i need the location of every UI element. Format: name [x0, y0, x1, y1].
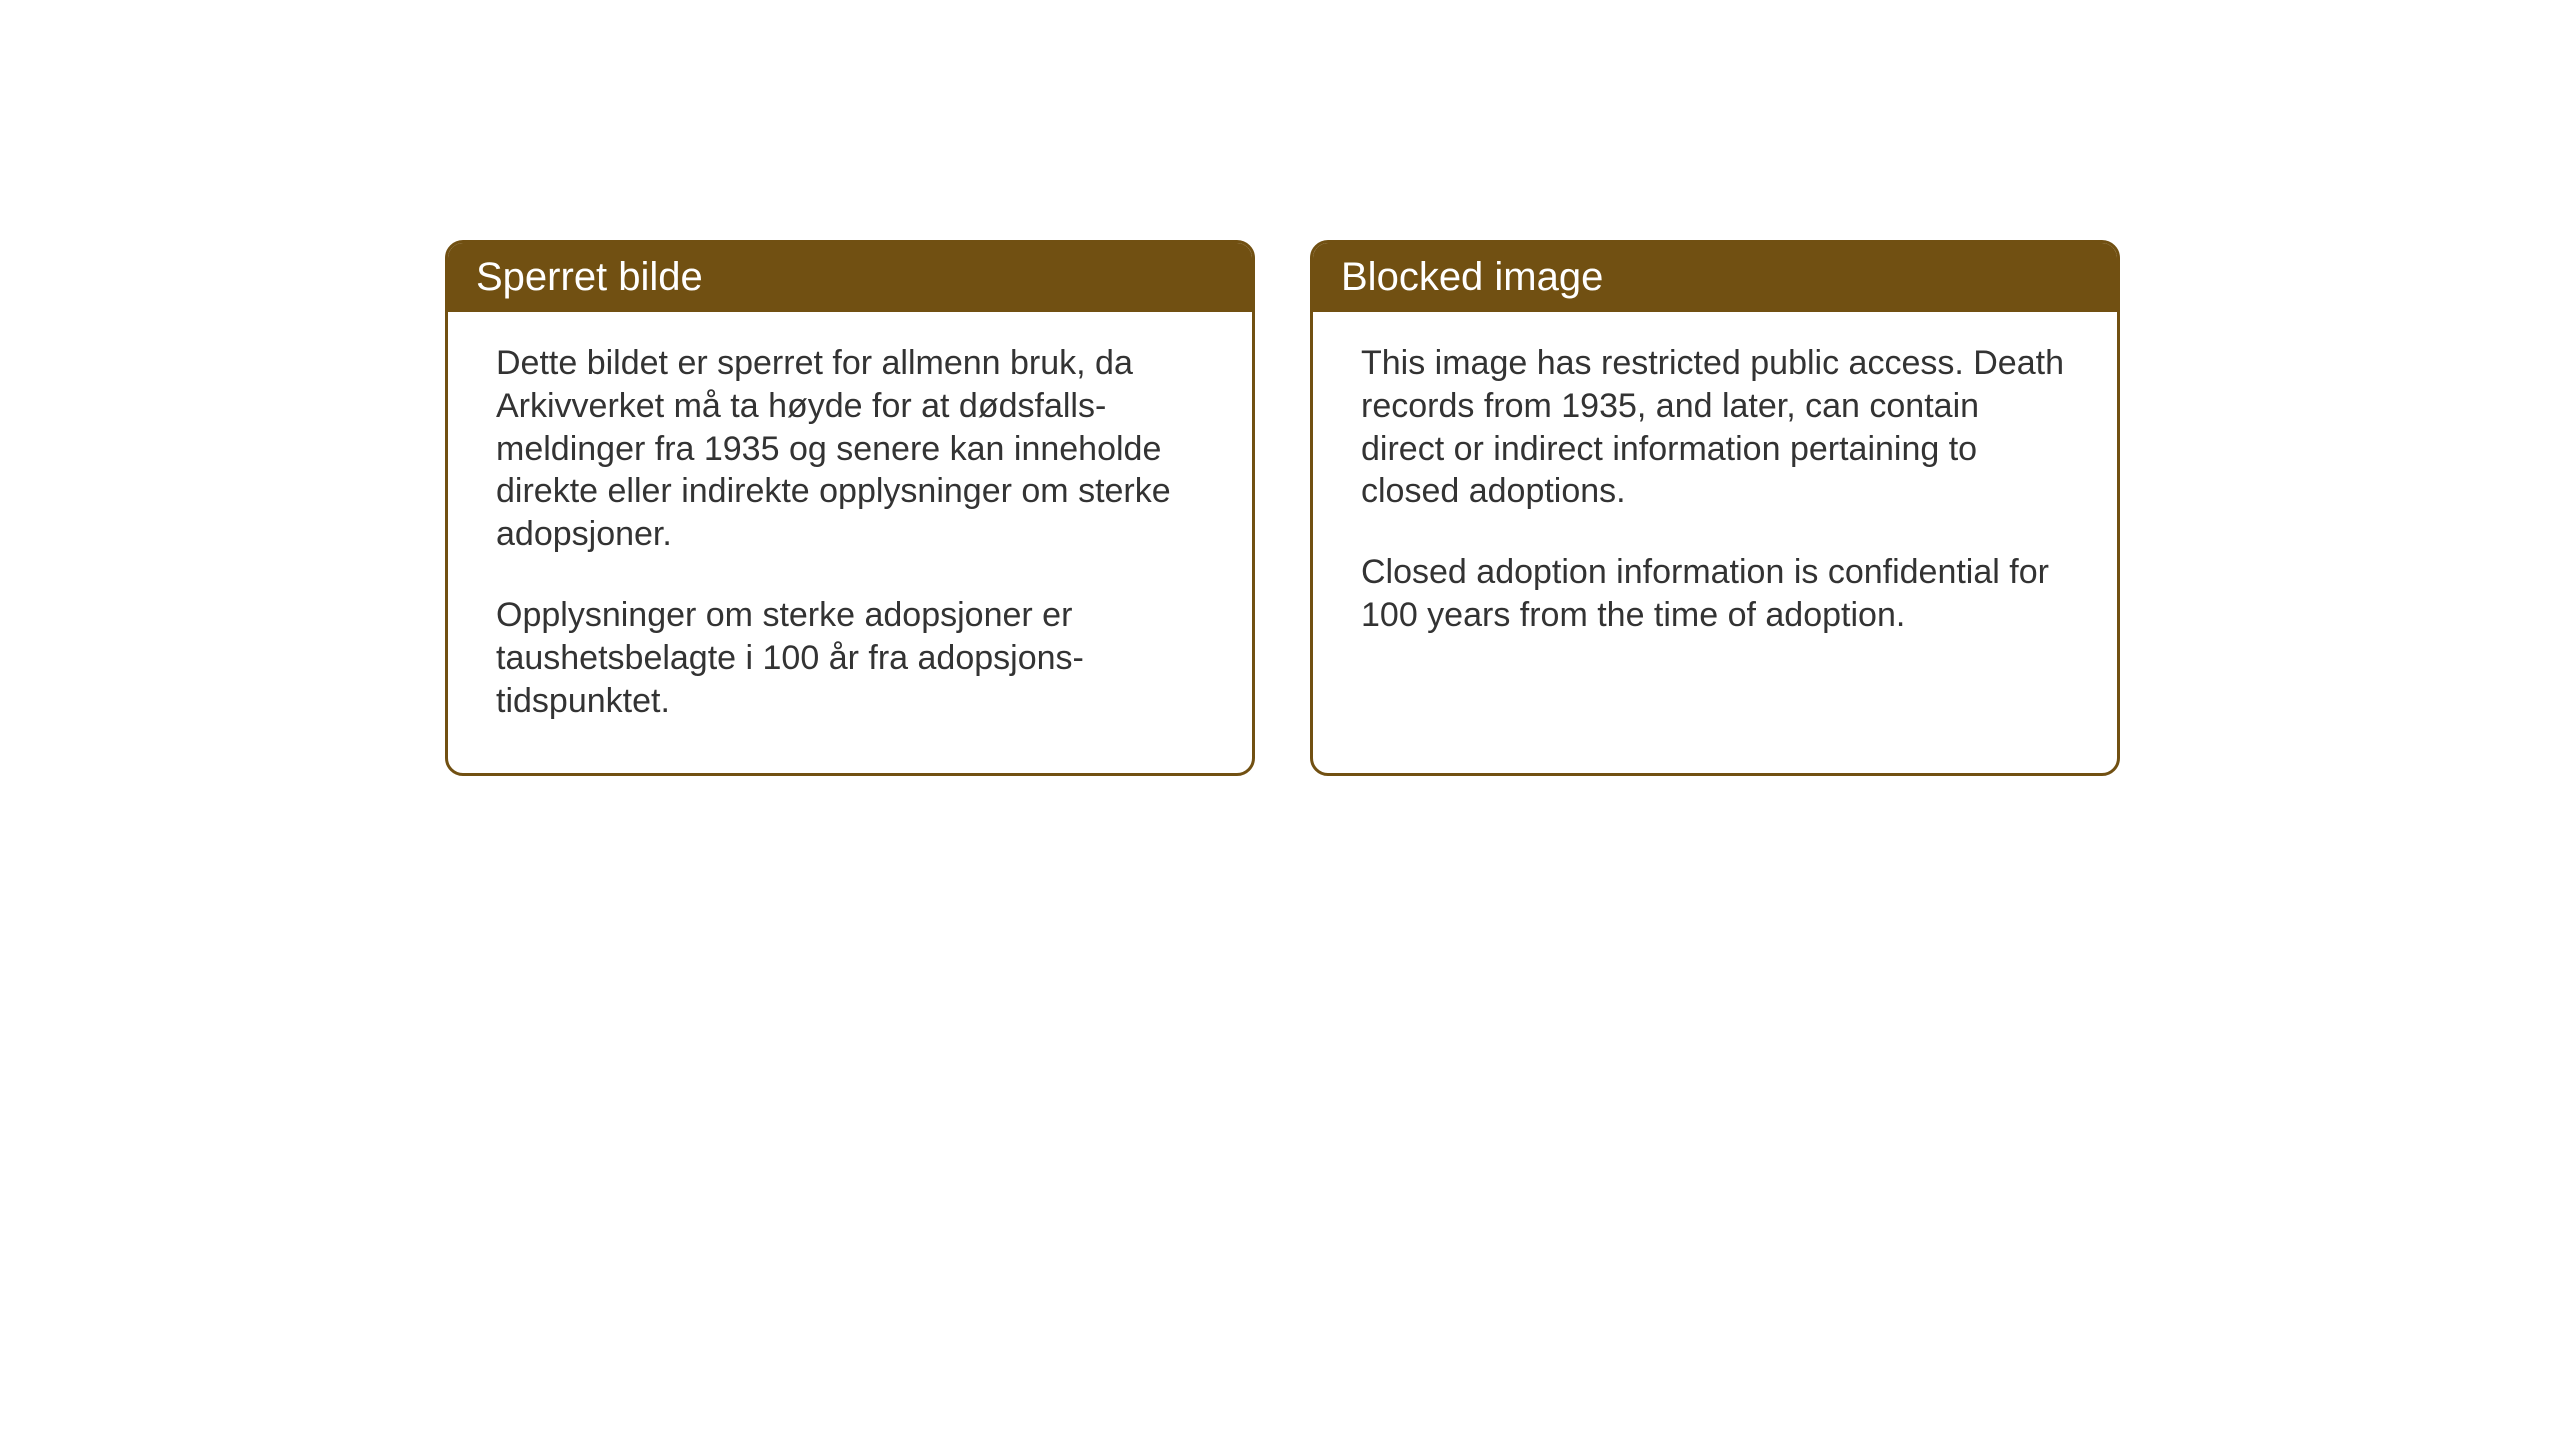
notice-body-norwegian: Dette bildet er sperret for allmenn bruk…	[448, 312, 1252, 773]
notice-paragraph: Closed adoption information is confident…	[1361, 551, 2069, 637]
notice-card-english: Blocked image This image has restricted …	[1310, 240, 2120, 776]
notice-header-english: Blocked image	[1313, 243, 2117, 312]
notice-paragraph: Dette bildet er sperret for allmenn bruk…	[496, 342, 1204, 556]
notice-card-norwegian: Sperret bilde Dette bildet er sperret fo…	[445, 240, 1255, 776]
notice-paragraph: This image has restricted public access.…	[1361, 342, 2069, 513]
notice-container: Sperret bilde Dette bildet er sperret fo…	[445, 240, 2120, 776]
notice-body-english: This image has restricted public access.…	[1313, 312, 2117, 687]
notice-header-norwegian: Sperret bilde	[448, 243, 1252, 312]
notice-paragraph: Opplysninger om sterke adopsjoner er tau…	[496, 594, 1204, 722]
